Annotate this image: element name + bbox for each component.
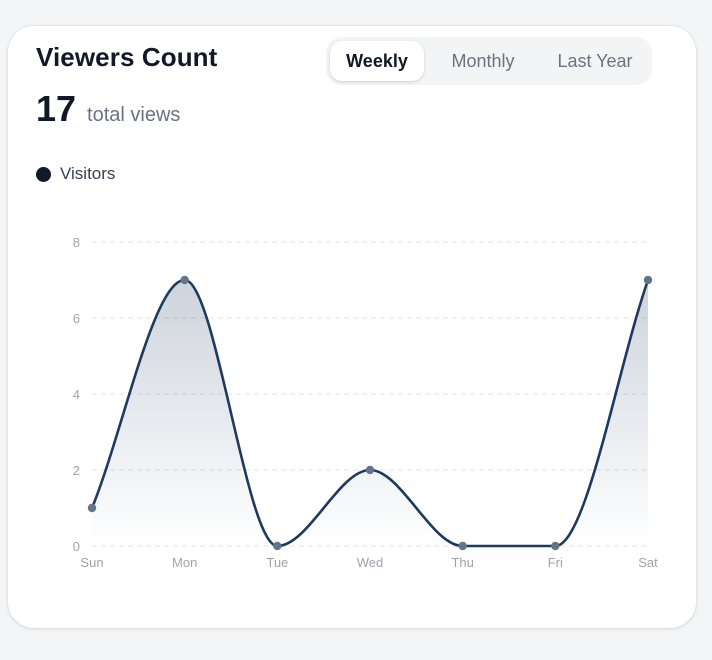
legend-dot-icon [36, 166, 51, 182]
total-views-number: 17 [36, 88, 77, 129]
tab-last-year[interactable]: Last Year [542, 41, 648, 81]
legend-label: Visitors [60, 164, 116, 183]
total-views: 17 total views [36, 88, 180, 130]
period-toggle: Weekly Monthly Last Year [326, 37, 652, 85]
tab-monthly[interactable]: Monthly [424, 41, 542, 81]
card-title: Viewers Count [36, 42, 218, 72]
tab-weekly[interactable]: Weekly [330, 41, 424, 81]
total-views-label: total views [87, 104, 181, 126]
chart-legend: Visitors [36, 164, 115, 184]
